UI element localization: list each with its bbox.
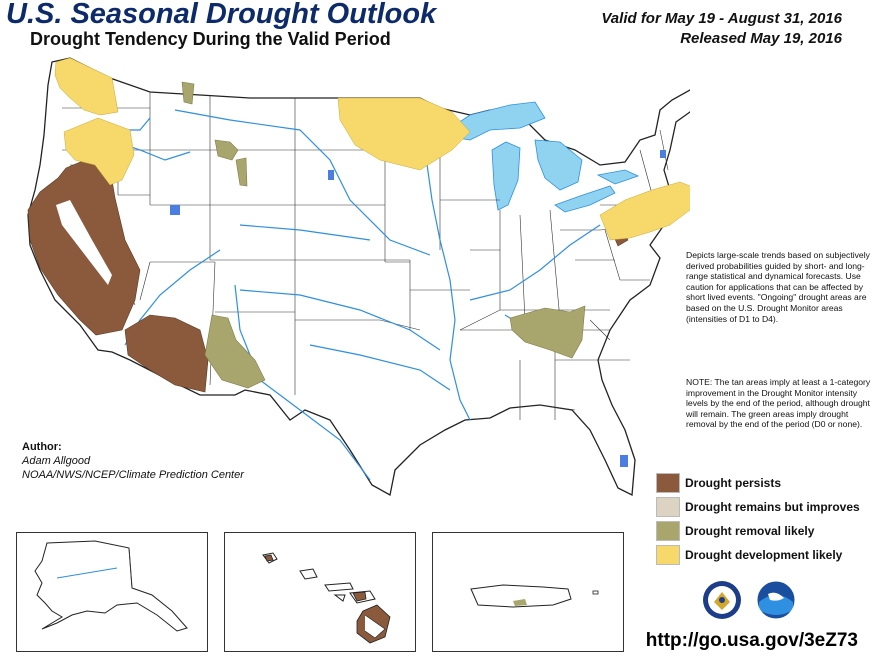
mississippi-river	[419, 109, 471, 421]
red-river	[309, 344, 451, 391]
legend-item-development: Drought development likely	[656, 544, 860, 566]
legend-swatch	[656, 473, 680, 493]
noaa-logo-icon	[756, 580, 796, 620]
small-lakes	[170, 150, 666, 467]
alaska-rivers	[56, 567, 118, 579]
doc-seal-icon	[703, 581, 741, 619]
author-block: Author: Adam Allgood NOAA/NWS/NCEP/Clima…	[22, 440, 244, 482]
valid-period: Valid for May 19 - August 31, 2016	[601, 10, 842, 27]
map-description: Depicts large-scale trends based on subj…	[686, 250, 870, 324]
legend-label: Drought remains but improves	[685, 500, 860, 514]
pacific-nw-development	[54, 57, 119, 116]
legend-swatch	[656, 521, 680, 541]
map-title: U.S. Seasonal Drought Outlook	[6, 0, 437, 30]
hawaii-inset	[224, 532, 416, 652]
map-note: NOTE: The tan areas imply at least a 1-c…	[686, 377, 871, 430]
lake-michigan	[491, 141, 521, 211]
puerto-rico-outline	[470, 584, 572, 608]
montana-removal-2	[181, 81, 195, 105]
drought-removal-areas	[181, 81, 586, 389]
legend-item-removal: Drought removal likely	[656, 520, 860, 542]
wyoming-removal	[235, 157, 248, 187]
lake-huron	[534, 139, 583, 191]
lake-ontario	[596, 169, 640, 185]
arkansas-river	[239, 289, 441, 351]
legend-label: Drought development likely	[685, 548, 843, 562]
rio-grande	[234, 284, 371, 481]
legend-label: Drought persists	[685, 476, 782, 490]
new-mexico-removal	[204, 314, 266, 389]
author-organization: NOAA/NWS/NCEP/Climate Prediction Center	[22, 469, 244, 481]
legend: Drought persists Drought remains but imp…	[656, 472, 860, 568]
author-header: Author:	[22, 441, 62, 453]
map-subtitle: Drought Tendency During the Valid Period	[30, 29, 391, 49]
ohio-river	[469, 224, 601, 301]
author-name: Adam Allgood	[22, 455, 91, 467]
legend-item-improves: Drought remains but improves	[656, 496, 860, 518]
platte-river	[239, 224, 371, 241]
missouri-river	[174, 109, 431, 256]
lake-erie	[554, 185, 616, 213]
tennessee-removal	[509, 305, 586, 359]
legend-item-persists: Drought persists	[656, 472, 860, 494]
drought-development-areas	[54, 57, 690, 241]
montana-removal-1	[214, 139, 239, 161]
upper-midwest-development	[337, 97, 471, 171]
northeast-development	[599, 181, 690, 241]
legend-swatch	[656, 497, 680, 517]
release-date: Released May 19, 2016	[680, 30, 842, 47]
legend-swatch	[656, 545, 680, 565]
puerto-rico-removal	[513, 599, 527, 606]
rivers	[74, 109, 601, 481]
central-valley-gap	[56, 200, 112, 285]
outlook-url-link[interactable]: http://go.usa.gov/3eZ73	[645, 630, 858, 651]
puerto-rico-inset	[432, 532, 624, 652]
legend-label: Drought removal likely	[685, 524, 815, 538]
oregon-development	[63, 117, 135, 186]
alaska-inset	[16, 532, 208, 652]
arizona-persists	[124, 314, 209, 393]
conus-map	[27, 57, 690, 497]
alaska-outline	[34, 540, 188, 632]
